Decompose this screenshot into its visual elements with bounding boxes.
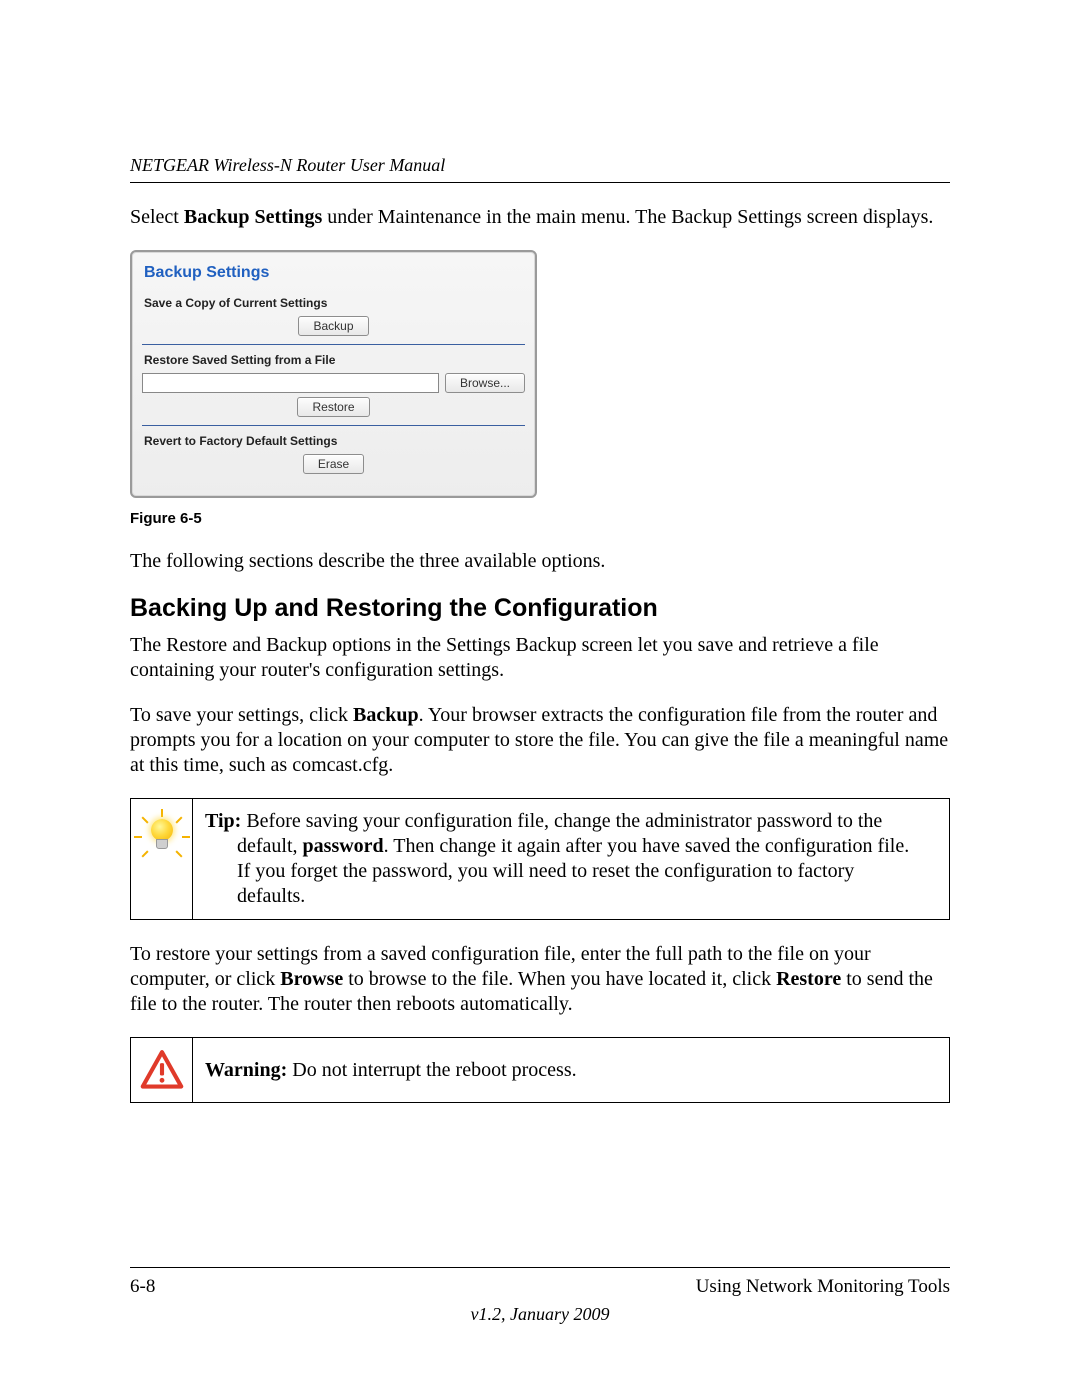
backup-btn-row: Backup (142, 316, 525, 336)
save-copy-label: Save a Copy of Current Settings (144, 296, 525, 310)
tip-callout: Tip: Before saving your configuration fi… (130, 798, 950, 920)
intro-bold: Backup Settings (184, 206, 322, 228)
tip-line1: Before saving your configuration file, c… (241, 810, 882, 832)
warning-text: Do not interrupt the reboot process. (287, 1059, 576, 1081)
header-rule (130, 182, 950, 183)
restore-button[interactable]: Restore (297, 397, 369, 417)
erase-button[interactable]: Erase (303, 454, 364, 474)
para-restore-instructions: To restore your settings from a saved co… (130, 942, 950, 1017)
backup-button[interactable]: Backup (298, 316, 368, 336)
browse-button[interactable]: Browse... (445, 373, 525, 393)
tip-label: Tip: (205, 810, 241, 832)
para-restore-backup: The Restore and Backup options in the Se… (130, 633, 950, 683)
footer-row: 6-8 Using Network Monitoring Tools (130, 1276, 950, 1298)
footer-rule (130, 1267, 950, 1268)
footer-page-number: 6-8 (130, 1276, 155, 1298)
intro-paragraph: Select Backup Settings under Maintenance… (130, 205, 950, 230)
tip-line2-post: . Then change it again after you have sa… (384, 835, 910, 857)
warning-icon-cell (131, 1038, 193, 1102)
document-page: NETGEAR Wireless-N Router User Manual Se… (0, 0, 1080, 1397)
footer-section-name: Using Network Monitoring Tools (696, 1276, 950, 1298)
para4-d: Restore (776, 968, 841, 990)
panel-sep-2 (142, 425, 525, 426)
para4-b: Browse (280, 968, 343, 990)
tip-line2-bold: password (303, 835, 384, 857)
tip-line2-pre: default, (237, 835, 303, 857)
para-save-settings: To save your settings, click Backup. You… (130, 703, 950, 778)
warning-body: Warning: Do not interrupt the reboot pro… (193, 1038, 949, 1102)
figure-wrap: Backup Settings Save a Copy of Current S… (130, 250, 950, 527)
tip-line3: If you forget the password, you will nee… (237, 859, 937, 884)
para3-prefix: To save your settings, click (130, 704, 353, 726)
para3-bold: Backup (353, 704, 419, 726)
intro-suffix: under Maintenance in the main menu. The … (322, 206, 933, 228)
panel-title: Backup Settings (144, 264, 525, 282)
tip-line4: defaults. (237, 884, 937, 909)
after-figure-paragraph: The following sections describe the thre… (130, 549, 950, 574)
page-header-title: NETGEAR Wireless-N Router User Manual (130, 155, 950, 176)
section-heading: Backing Up and Restoring the Configurati… (130, 594, 950, 623)
lightbulb-icon (141, 809, 183, 851)
tip-icon-cell (131, 799, 193, 919)
warning-label: Warning: (205, 1059, 287, 1081)
footer-version: v1.2, January 2009 (130, 1304, 950, 1325)
backup-settings-panel: Backup Settings Save a Copy of Current S… (130, 250, 537, 498)
warning-triangle-icon (140, 1048, 184, 1092)
page-footer: 6-8 Using Network Monitoring Tools v1.2,… (130, 1267, 950, 1325)
intro-prefix: Select (130, 206, 184, 228)
figure-caption: Figure 6-5 (130, 510, 950, 527)
warning-callout: Warning: Do not interrupt the reboot pro… (130, 1037, 950, 1103)
revert-label: Revert to Factory Default Settings (144, 434, 525, 448)
panel-sep-1 (142, 344, 525, 345)
restore-file-label: Restore Saved Setting from a File (144, 353, 525, 367)
tip-body: Tip: Before saving your configuration fi… (193, 799, 949, 919)
restore-btn-row: Restore (142, 397, 525, 417)
file-row: Browse... (142, 373, 525, 393)
para4-c: to browse to the file. When you have loc… (343, 968, 776, 990)
erase-btn-row: Erase (142, 454, 525, 474)
file-path-input[interactable] (142, 373, 439, 393)
